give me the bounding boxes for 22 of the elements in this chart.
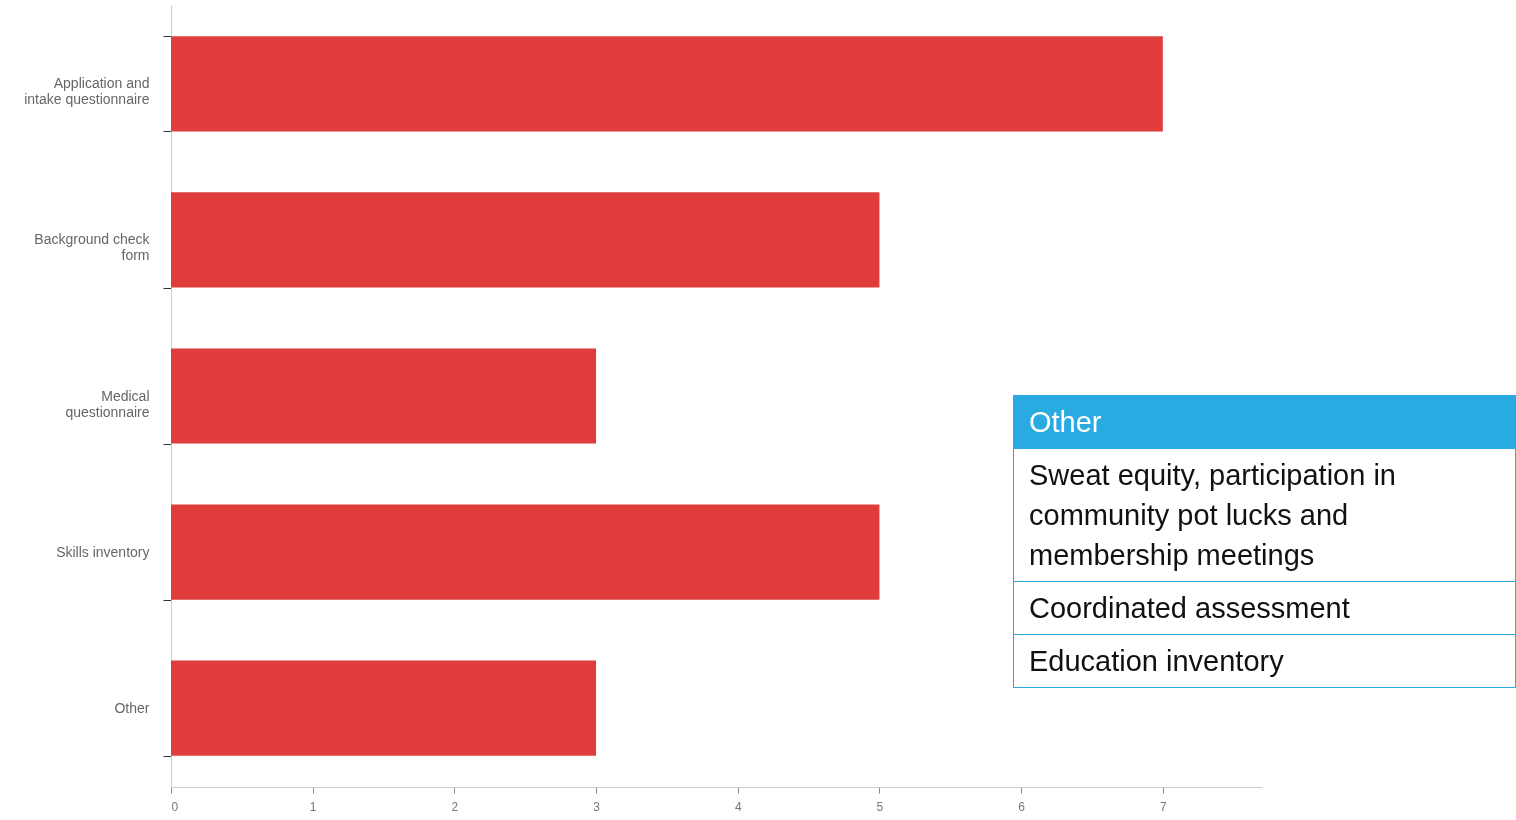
annotation: Coordinated assessment (1014, 581, 1515, 634)
y-tick-label: Background check form (34, 231, 151, 264)
annotation: Other (1014, 396, 1515, 448)
annotation: Sweat equity, participation in community pot lucks and membership meetings (1014, 448, 1515, 581)
x-tick-label: 0 (171, 799, 179, 814)
x-tick-label: 3 (593, 799, 601, 814)
x-tick-label: 5 (876, 799, 884, 814)
y-tick-label: Medical questionnaire (65, 387, 150, 420)
bar (171, 36, 1163, 132)
y-tick-label: Other (114, 699, 150, 716)
y-tick-label: Application and intake questionnaire (24, 75, 150, 108)
annotation: Education inventory (1014, 634, 1515, 687)
bar (171, 348, 597, 444)
bar (171, 192, 880, 288)
bar (171, 504, 880, 600)
x-tick-label: 4 (734, 799, 742, 814)
x-tick-label: 7 (1159, 799, 1167, 814)
bar (171, 660, 597, 756)
y-tick-label: Skills inventory (56, 543, 150, 560)
x-tick-label: 1 (309, 799, 317, 814)
x-tick-label: 6 (1018, 799, 1026, 814)
x-tick-label: 2 (451, 799, 459, 814)
